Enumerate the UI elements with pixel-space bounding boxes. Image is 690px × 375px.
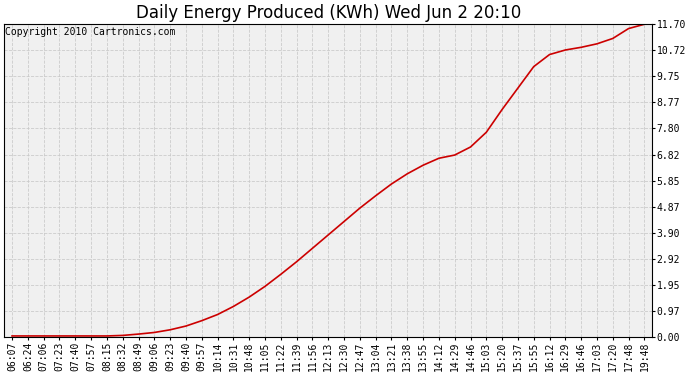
- Title: Daily Energy Produced (KWh) Wed Jun 2 20:10: Daily Energy Produced (KWh) Wed Jun 2 20…: [136, 4, 521, 22]
- Text: Copyright 2010 Cartronics.com: Copyright 2010 Cartronics.com: [6, 27, 176, 37]
